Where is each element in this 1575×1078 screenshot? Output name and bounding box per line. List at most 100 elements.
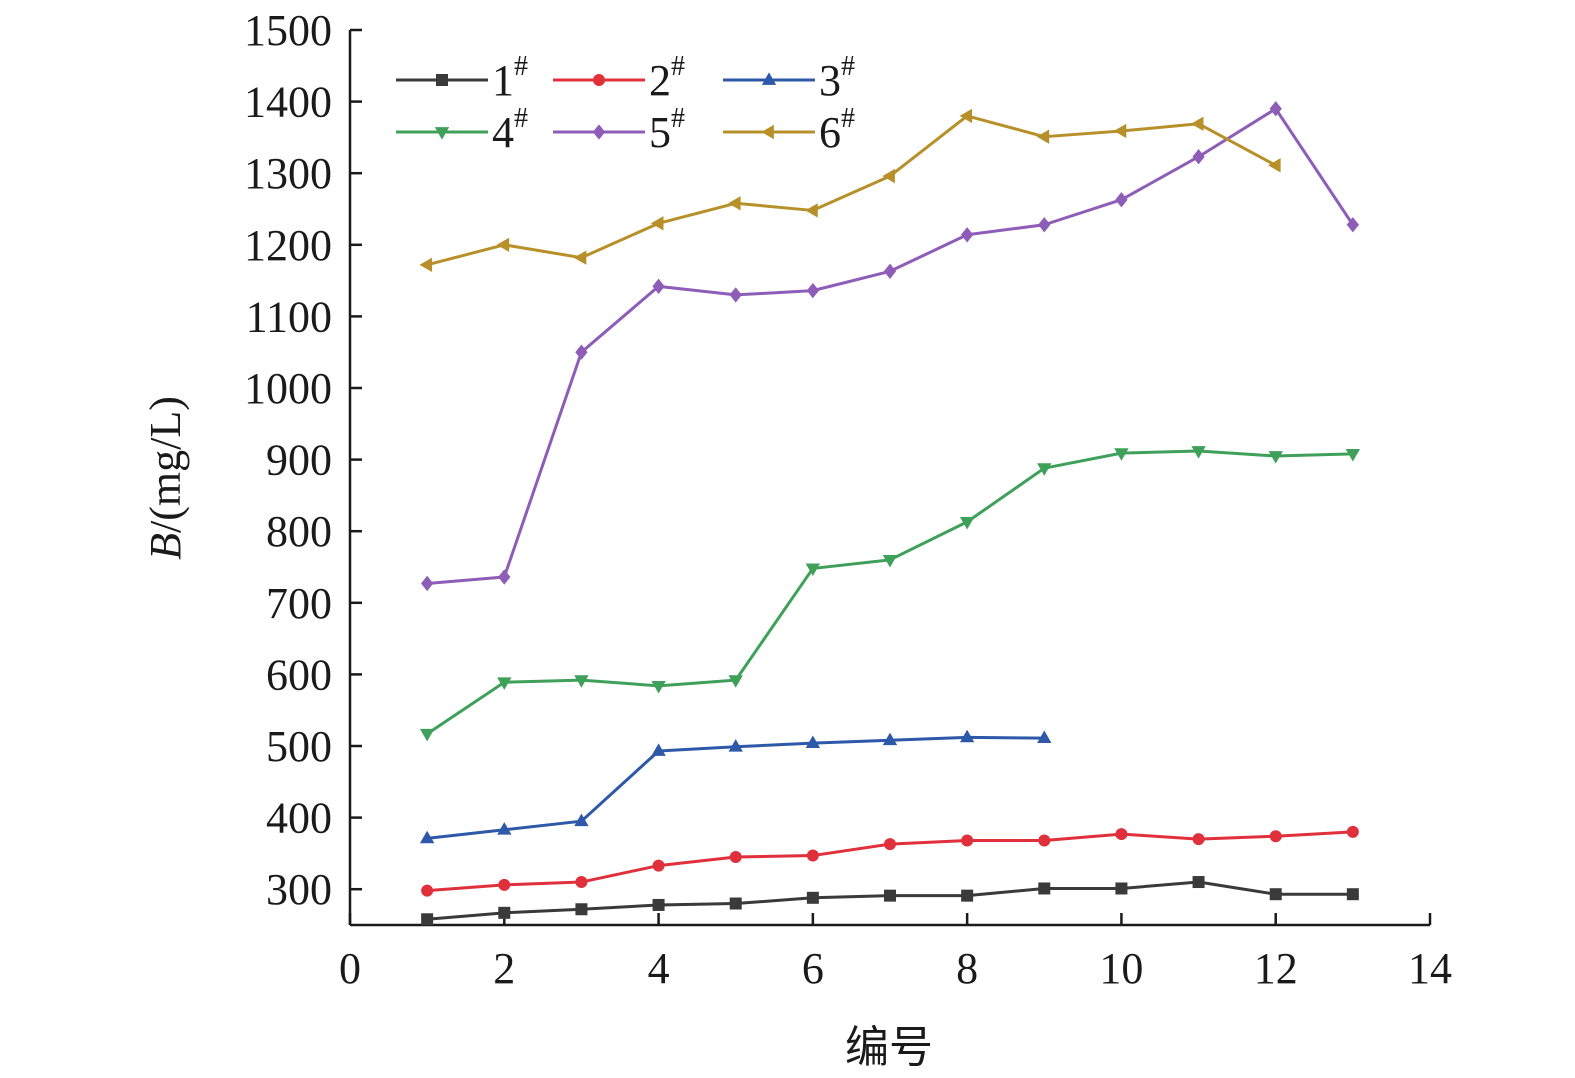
data-point (883, 263, 897, 279)
data-point (1345, 448, 1361, 462)
x-tick-label: 2 (493, 944, 515, 993)
y-tick-label: 600 (266, 650, 332, 699)
legend-label: 6# (819, 103, 855, 157)
series-6 (419, 108, 1281, 273)
data-point (805, 563, 821, 577)
series-1 (421, 876, 1359, 926)
data-point (1115, 192, 1128, 208)
data-point (651, 743, 666, 756)
legend-item-4: 4# (396, 103, 528, 157)
data-point (575, 344, 588, 360)
legend-label: 2# (649, 51, 685, 105)
y-tick-label: 1000 (244, 364, 332, 413)
series-4 (419, 446, 1361, 742)
data-point (575, 876, 588, 889)
y-axis-label: B/(mg/L) (141, 396, 190, 560)
series-line-3 (426, 735, 1045, 840)
x-tick-label: 0 (339, 944, 361, 993)
data-point (1191, 446, 1206, 459)
data-point (1114, 448, 1129, 461)
legend-label: 5# (649, 103, 685, 157)
data-point (959, 729, 975, 743)
data-point (1346, 888, 1359, 901)
y-tick-label: 500 (266, 722, 332, 771)
data-point (1190, 116, 1204, 131)
legend-label: 1# (492, 51, 528, 105)
legend-label: 3# (819, 51, 855, 105)
data-point (498, 906, 511, 919)
data-point (498, 569, 511, 585)
data-point (728, 196, 741, 211)
data-point (805, 735, 821, 749)
y-axis-label-separator: / (141, 520, 190, 533)
data-point (884, 889, 896, 902)
y-tick-label: 1100 (246, 292, 332, 341)
data-point (884, 838, 896, 851)
y-tick-label: 300 (266, 865, 332, 914)
data-point (498, 878, 511, 891)
legend: 1# 2# 3# 4# 5# 6# (396, 51, 855, 157)
legend-marker (436, 74, 448, 86)
data-point (728, 675, 743, 688)
y-axis-label-unit: (mg/L) (141, 396, 190, 521)
y-tick-label: 700 (266, 579, 332, 628)
data-point (805, 203, 818, 218)
data-point (419, 728, 435, 742)
data-point (729, 287, 742, 303)
data-point (1269, 888, 1282, 901)
data-point (806, 849, 819, 862)
data-point (882, 168, 895, 184)
data-point (651, 680, 666, 694)
data-point (882, 732, 898, 746)
data-point (806, 891, 819, 904)
legend-marker (593, 74, 605, 86)
x-tick-label: 4 (648, 944, 670, 993)
legend-marker (434, 127, 450, 140)
data-point (728, 739, 743, 752)
data-point (1268, 158, 1281, 173)
data-point (1038, 882, 1051, 895)
data-point (1346, 217, 1359, 233)
data-point (419, 830, 435, 844)
data-point (573, 250, 587, 265)
data-point (421, 913, 434, 926)
legend-marker (761, 72, 777, 85)
y-tick-label: 900 (266, 436, 332, 485)
data-point (496, 237, 510, 252)
data-point (421, 884, 434, 897)
legend-item-2: 2# (553, 51, 685, 105)
legend-item-1: 1# (396, 51, 528, 105)
x-axis-label: 编号 (845, 1023, 933, 1072)
data-point (1269, 830, 1282, 843)
data-point (1036, 129, 1050, 144)
data-point (1268, 451, 1283, 464)
data-point (1038, 217, 1051, 233)
data-point (652, 278, 665, 295)
data-point (497, 822, 512, 835)
data-point (1113, 123, 1127, 139)
data-point (729, 897, 742, 910)
legend-item-6: 6# (723, 103, 855, 157)
data-point (1269, 101, 1282, 117)
legend-marker (761, 124, 774, 140)
series-3 (419, 729, 1052, 844)
data-point (574, 813, 589, 827)
data-point (806, 282, 819, 299)
data-point (1192, 876, 1205, 889)
x-tick-label: 10 (1099, 944, 1143, 993)
data-point (1192, 833, 1205, 846)
data-point (650, 216, 664, 231)
legend-item-5: 5# (553, 103, 685, 157)
data-point (1346, 825, 1359, 838)
series-line-6 (426, 114, 1277, 267)
data-point (497, 677, 512, 690)
ticks: 0 2 4 6 8 10 12 14 300 400 500 600 700 800 900 1000 1100… (244, 6, 1452, 993)
data-point (1115, 882, 1128, 895)
y-tick-label: 400 (266, 794, 332, 843)
data-point (1037, 463, 1052, 476)
legend-label: 4# (492, 103, 528, 157)
x-tick-label: 8 (956, 944, 978, 993)
data-point (961, 834, 974, 847)
data-point (882, 554, 898, 568)
